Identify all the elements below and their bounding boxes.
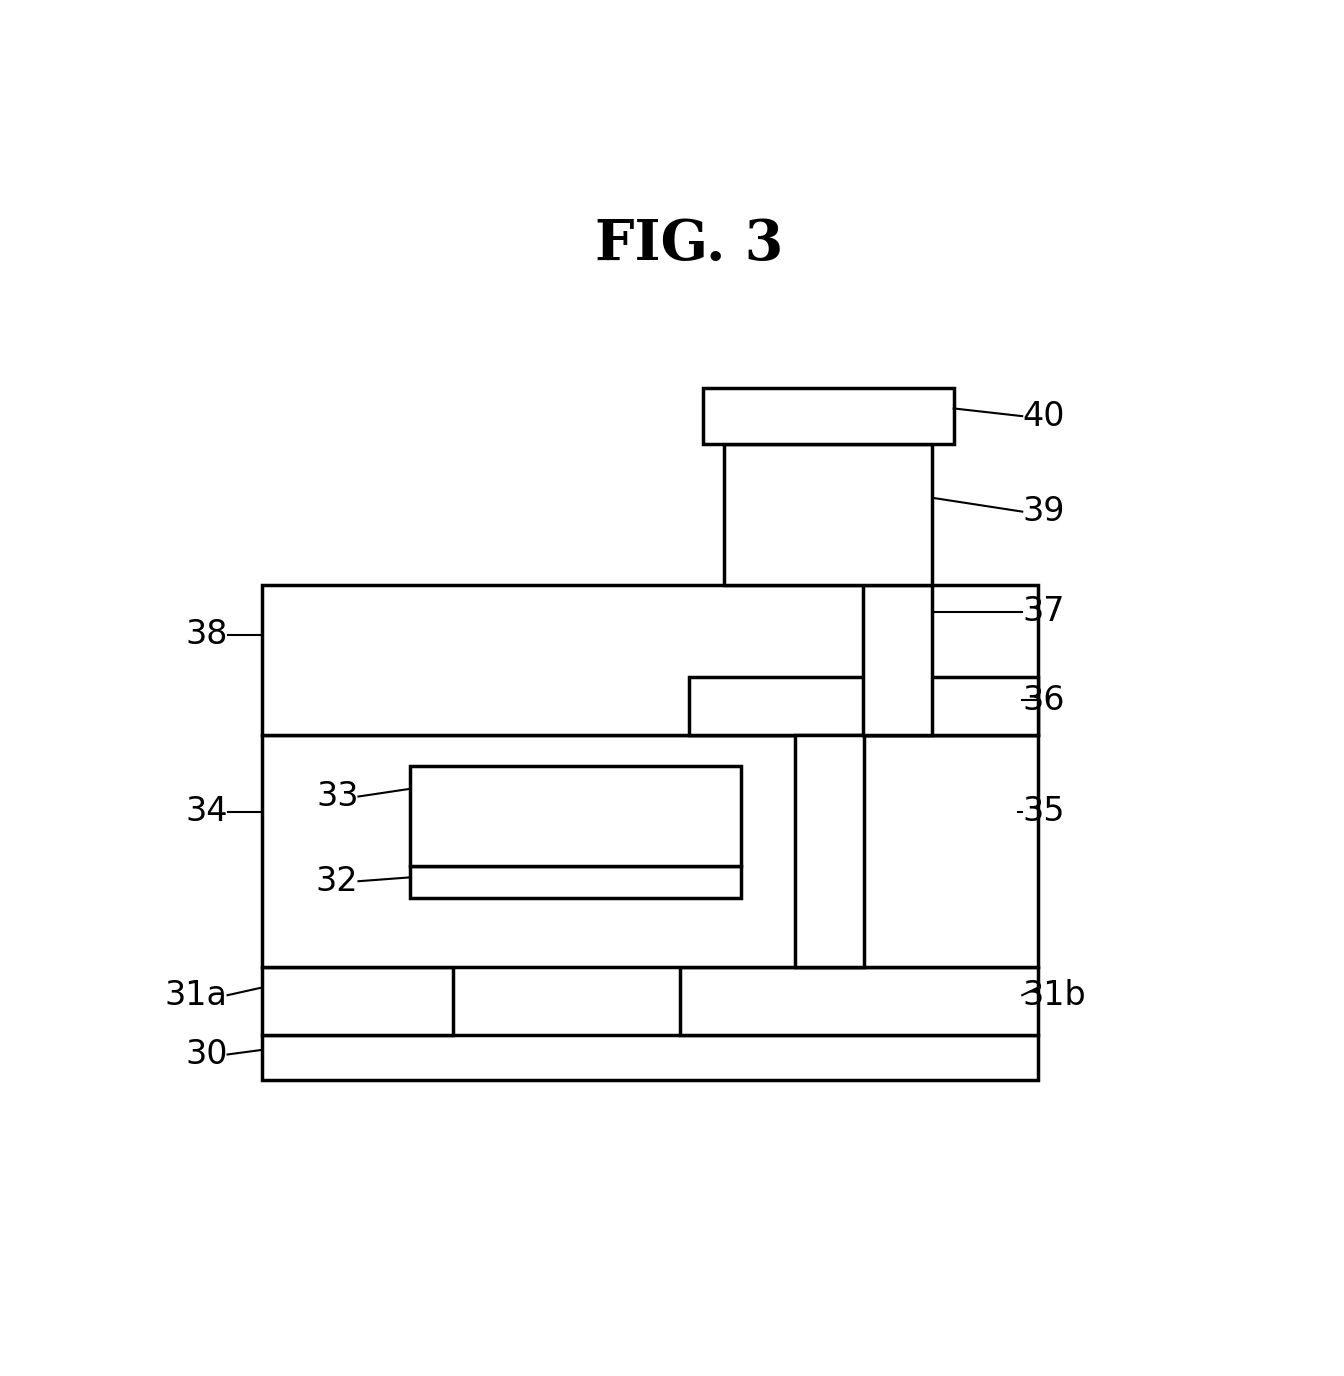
Text: 37: 37 xyxy=(1023,596,1064,629)
Bar xyxy=(410,866,741,899)
Bar xyxy=(262,735,1039,967)
Text: 32: 32 xyxy=(316,864,359,897)
Bar xyxy=(724,444,933,585)
Text: 35: 35 xyxy=(1023,795,1064,828)
Text: 34: 34 xyxy=(185,795,227,828)
Bar xyxy=(689,677,1039,735)
Text: 30: 30 xyxy=(185,1038,227,1071)
Bar xyxy=(680,967,1039,1035)
Bar xyxy=(262,967,453,1035)
Text: 33: 33 xyxy=(316,780,359,813)
Text: 31a: 31a xyxy=(165,978,227,1011)
Bar xyxy=(863,585,933,735)
Bar xyxy=(262,585,1039,735)
Bar xyxy=(796,735,864,967)
Text: 36: 36 xyxy=(1023,684,1064,717)
Text: 31b: 31b xyxy=(1023,978,1086,1011)
Text: 39: 39 xyxy=(1023,495,1064,528)
Bar xyxy=(410,765,741,866)
Bar xyxy=(262,1035,1039,1080)
Text: 40: 40 xyxy=(1023,399,1064,432)
Text: FIG. 3: FIG. 3 xyxy=(594,217,784,272)
Bar xyxy=(703,388,954,444)
Text: 38: 38 xyxy=(185,618,227,651)
